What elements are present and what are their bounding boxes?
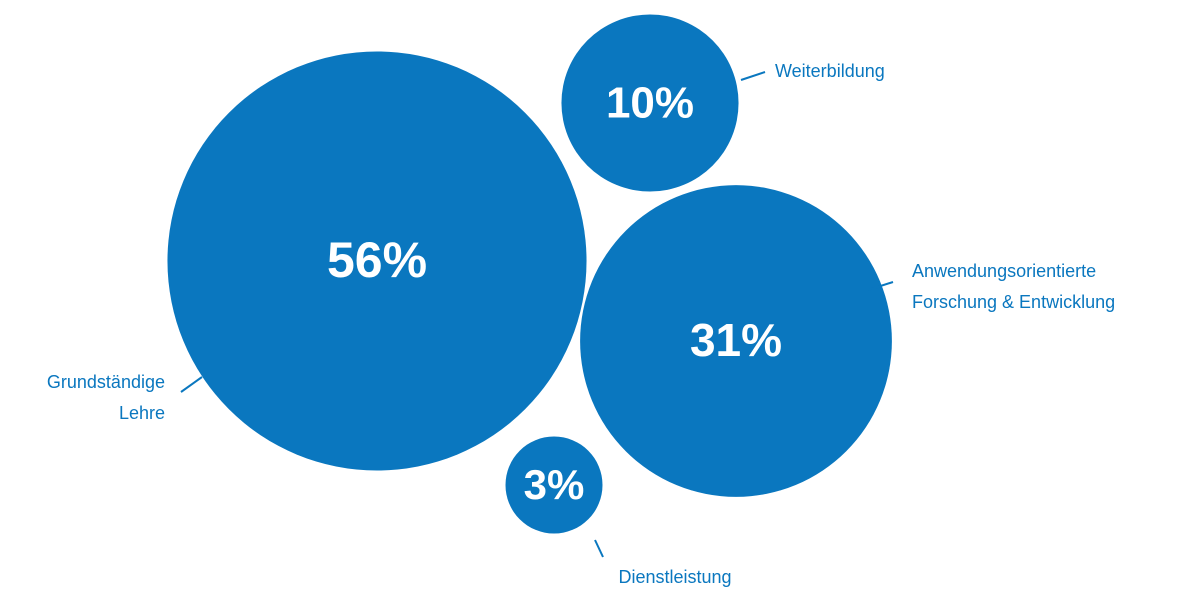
- leader-line: [867, 281, 894, 291]
- bubble: [561, 14, 739, 192]
- category-label: Forschung & Entwicklung: [912, 292, 1115, 312]
- category-label: Grundständige: [47, 372, 165, 392]
- value-label: 31%: [690, 314, 782, 366]
- bubble: [167, 51, 587, 471]
- category-label: Dienstleistung: [618, 567, 731, 587]
- bubble: [580, 185, 892, 497]
- leader-line: [594, 539, 604, 558]
- value-label: 3%: [524, 461, 585, 508]
- leader-line: [740, 71, 766, 81]
- category-label: Lehre: [119, 403, 165, 423]
- value-label: 56%: [327, 232, 427, 288]
- value-label: 10%: [606, 79, 694, 128]
- bubble: [505, 436, 603, 534]
- category-label: Anwendungsorientierte: [912, 261, 1096, 281]
- category-label: Weiterbildung: [775, 61, 885, 81]
- leader-line: [180, 376, 203, 393]
